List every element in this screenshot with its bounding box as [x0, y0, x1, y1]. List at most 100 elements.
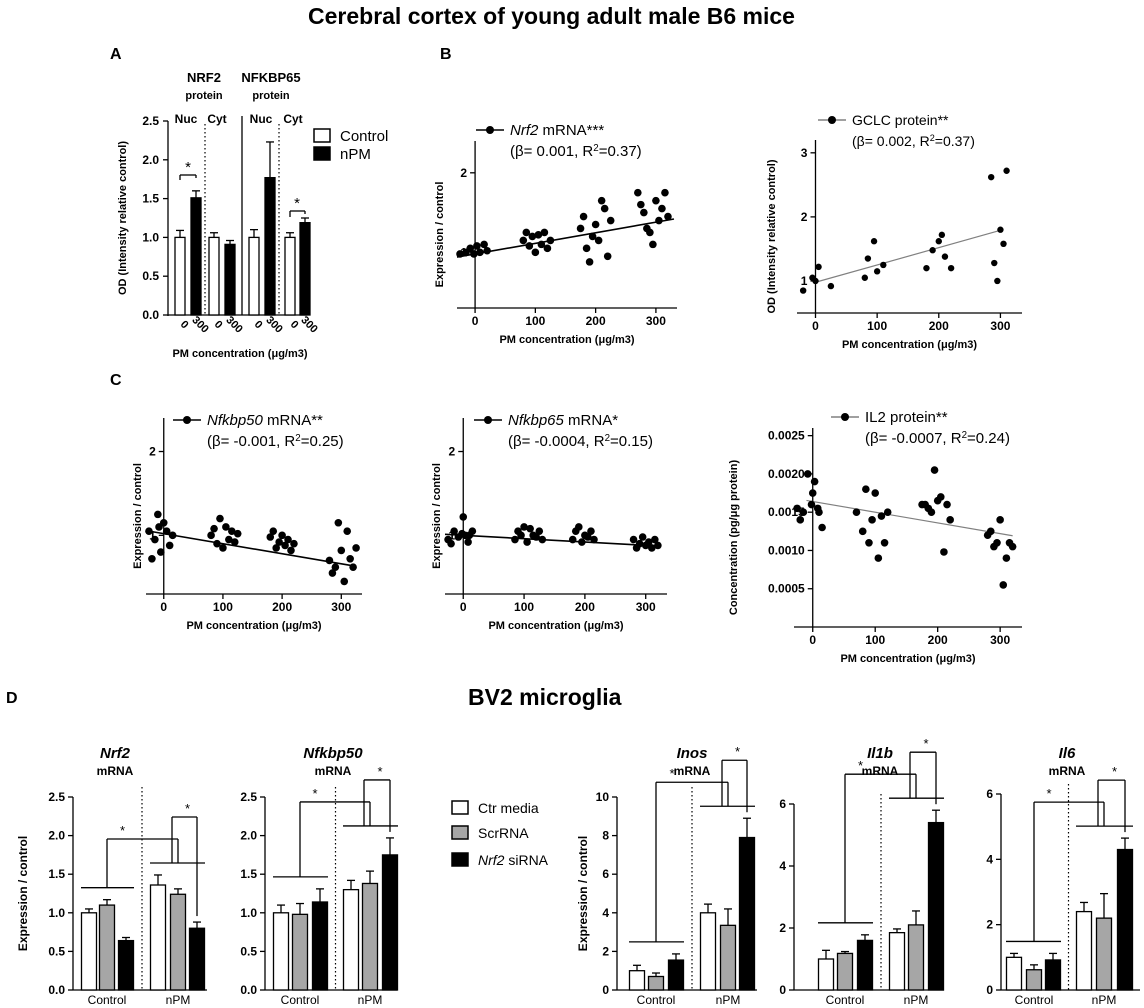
panel-d-sig-star: * [669, 766, 674, 781]
panel-b1-stats-part: 2 [593, 143, 598, 154]
panel-b1-x-axis-label: PM concentration (μg/m3) [499, 334, 634, 346]
panel-c3-fit-line [806, 499, 1013, 537]
panel-d-bar [667, 959, 685, 991]
legend-marker [828, 116, 836, 124]
panel-c2-data-point [526, 524, 534, 533]
panel-c2-legend-label: Nfkbp65 mRNA* [508, 412, 618, 429]
panel-c1-stats-part: (β= -0.001, R [207, 433, 295, 450]
legend-label-nrf2-sirna-part: Nrf2 [478, 852, 505, 868]
panel-b1-data-point [525, 242, 534, 250]
panel-c3-data-point [810, 477, 819, 486]
panel-c2-data-point [568, 535, 577, 544]
panel-b2-data-point [929, 247, 936, 254]
panel-c3-stats: (β= -0.0007, R2=0.24) [865, 430, 1010, 448]
panel-d-y-tick-label: 0.0 [240, 983, 257, 997]
panel-c3-data-point [996, 516, 1004, 524]
panel-d-group-label-control: Control [637, 993, 676, 1007]
panel-b2-data-point [947, 264, 955, 272]
panel-d-y-tick-label: 6 [602, 867, 609, 881]
panel-a-bar [264, 176, 276, 316]
panel-d-y-tick-label: 2.5 [48, 790, 65, 804]
section-title-bv2: BV2 microglia [468, 684, 622, 710]
panel-a-x-tick-label: 0 [178, 318, 191, 331]
panel-b2-data-point [870, 238, 878, 245]
panel-y-tick-label: 2 [449, 445, 456, 459]
panel-c2-data-point [578, 538, 586, 546]
panel-a-bar [208, 236, 220, 316]
panel-c1-data-point [228, 527, 236, 535]
panel-c3-data-point [862, 485, 870, 494]
panel-c3-stats-part: =0.24) [967, 430, 1010, 447]
legend-swatch-d [451, 852, 469, 867]
panel-c2-data-point [523, 538, 531, 546]
panel-c3-data-point [808, 489, 817, 497]
panel-d-sig-star: * [377, 764, 382, 779]
panel-a-bar [224, 243, 236, 316]
legend-label-ctr-media: Ctr media [478, 800, 539, 816]
panel-x-tick-label: 300 [990, 319, 1010, 333]
panel-label-c: C [110, 372, 122, 389]
panel-d-sig-star: * [120, 823, 125, 838]
panel-d-bar [311, 901, 329, 991]
panel-b1-data-point [634, 188, 642, 197]
panel-b1-data-point [531, 248, 540, 257]
panel-b1-data-point [637, 200, 645, 209]
panel-a-y-tick-label: 2.0 [142, 153, 159, 167]
panel-d-sig-star: * [1046, 786, 1051, 801]
panel-d-group-label-npm: nPM [166, 993, 191, 1007]
panel-d-gene-subtitle: mRNA [1049, 764, 1086, 778]
panel-b2-stats-part: =0.37) [935, 133, 975, 149]
panel-c1-data-point [340, 577, 349, 586]
panel-y-tick-label: 2 [460, 166, 467, 180]
panel-d-bar [291, 913, 309, 991]
panel-c2-data-point [450, 527, 458, 535]
legend-marker [841, 413, 849, 421]
panel-b1-data-point [483, 246, 491, 255]
panel-a-x-tick-label: 300 [223, 314, 244, 335]
panel-d-bar [98, 904, 116, 991]
panel-b1-data-point [597, 196, 606, 205]
panel-a-x-axis-label: PM concentration (μg/m3) [172, 348, 307, 360]
panel-c3-data-point [868, 516, 876, 524]
panel-c3-data-point [880, 539, 889, 547]
panel-b1-data-point [585, 258, 594, 266]
panel-c2-data-point [532, 533, 541, 541]
panel-y-tick-label: 1 [801, 274, 808, 288]
panel-d-sig-star: * [735, 744, 740, 759]
panel-b1-legend-label: Nrf2 mRNA*** [510, 122, 604, 139]
panel-x-tick-label: 300 [331, 600, 351, 614]
panel-x-tick-label: 300 [646, 314, 666, 328]
panel-c1-data-point [155, 523, 163, 531]
legend-label-control: Control [340, 128, 388, 145]
panel-d-y-tick-label: 2 [986, 918, 993, 932]
panel-x-tick-label: 100 [525, 314, 545, 328]
panel-c1-data-point [269, 527, 278, 535]
panel-a-x-tick-label: 300 [298, 314, 319, 335]
panel-d-bar [381, 854, 399, 991]
panel-d-bar [1075, 910, 1093, 991]
panel-d-y-tick-label: 0.5 [240, 944, 257, 958]
panel-d-y-tick-label: 0.5 [48, 944, 65, 958]
panel-b2-data-point [987, 173, 995, 181]
panel-b1-data-point [476, 248, 484, 257]
panel-x-tick-label: 0 [809, 633, 816, 647]
panel-c1-data-point [168, 531, 177, 540]
panel-c3-legend-label-part: IL2 protein** [865, 409, 948, 426]
panel-c3-data-point [799, 508, 808, 516]
panel-b1-data-point [546, 236, 555, 245]
panel-c3-data-point [940, 548, 948, 556]
panel-a-y-axis-label: OD (Intensity relative control) [117, 141, 129, 295]
panel-c1-data-point [278, 531, 286, 540]
panel-c3-data-point [796, 516, 805, 524]
panel-c3-data-point [877, 512, 886, 520]
panel-c3-data-point [1008, 542, 1017, 551]
panel-c3-data-point [927, 508, 936, 516]
panel-c3-data-point [943, 500, 951, 509]
panel-b2-stats-part: (β= 0.002, R [852, 133, 930, 149]
panel-d-y-tick-label: 2 [602, 944, 609, 958]
panel-c1-data-point [230, 538, 239, 546]
panel-x-tick-label: 0 [472, 314, 479, 328]
panel-d-bar [907, 924, 925, 991]
panel-b2-data-point [935, 238, 942, 245]
